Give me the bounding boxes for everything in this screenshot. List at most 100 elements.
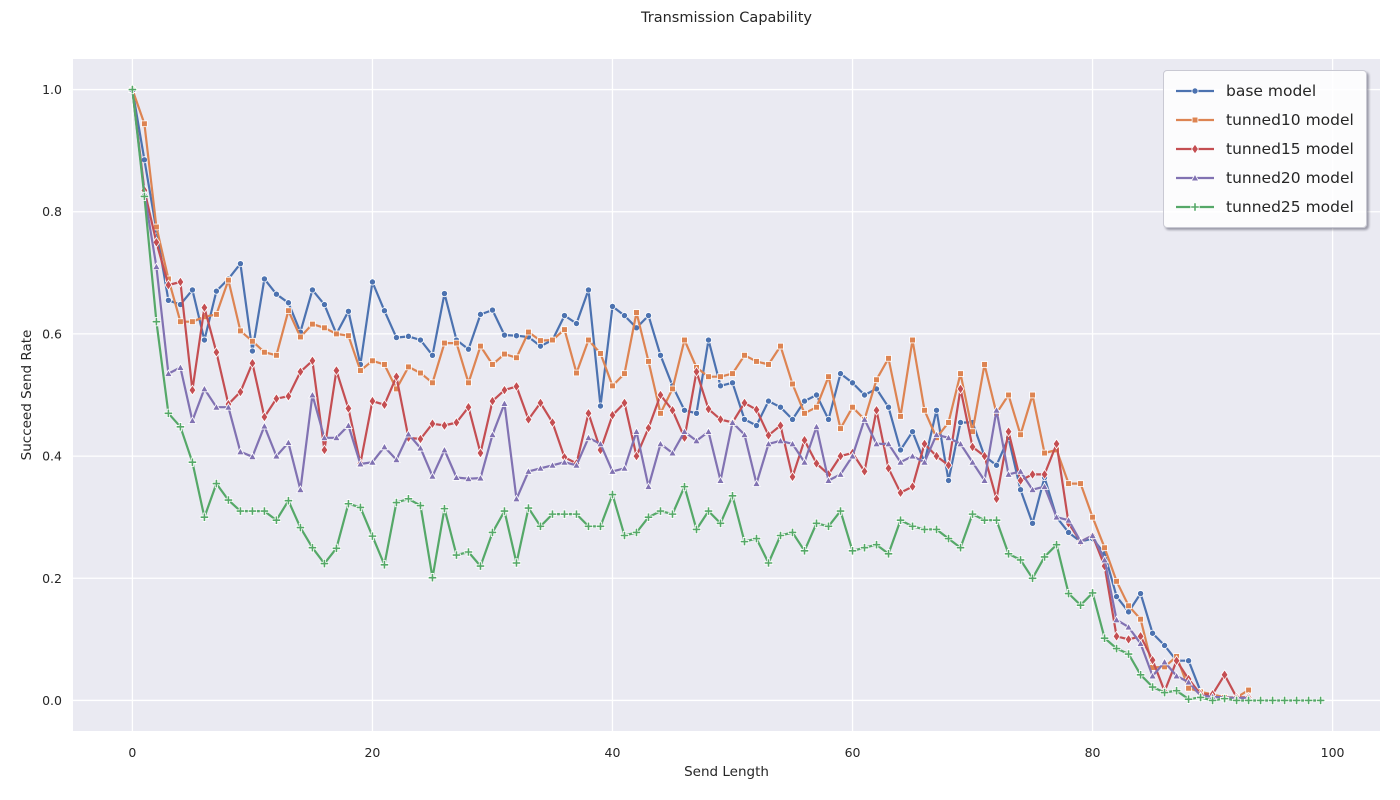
diamond-marker-icon — [716, 413, 725, 426]
diamond-marker-icon — [1124, 633, 1133, 645]
plus-marker-icon — [1099, 633, 1110, 643]
square-marker-icon — [345, 332, 352, 340]
triangle-marker-icon — [248, 452, 257, 461]
triangle-marker-icon — [908, 451, 917, 460]
circle-marker-icon — [897, 446, 905, 454]
diamond-marker-icon — [644, 422, 653, 434]
square-marker-icon — [525, 328, 532, 336]
diamond-marker-icon — [1040, 468, 1049, 481]
square-marker-icon — [717, 373, 724, 380]
plus-marker-icon — [991, 515, 1002, 525]
x-tick-label: 60 — [845, 745, 861, 760]
plus-marker-icon — [1315, 695, 1326, 706]
plus-marker-icon — [319, 559, 330, 569]
triangle-marker-icon — [1052, 512, 1061, 521]
x-tick-label: 0 — [128, 745, 136, 760]
circle-marker-icon — [404, 332, 412, 340]
triangle-marker-icon — [944, 433, 953, 442]
triangle-marker-icon — [596, 439, 605, 448]
triangle-marker-icon — [728, 417, 737, 426]
triangle-marker-icon — [788, 439, 797, 448]
circle-marker-icon — [957, 418, 965, 426]
diamond-marker-icon — [236, 386, 245, 398]
triangle-marker-icon — [1184, 677, 1193, 686]
plus-marker-icon — [199, 512, 210, 522]
diamond-marker-icon — [188, 384, 197, 396]
plus-marker-icon — [1147, 682, 1158, 692]
circle-marker-icon — [344, 307, 352, 315]
diamond-marker-icon — [1191, 143, 1199, 155]
circle-marker-icon — [212, 287, 220, 295]
square-marker-icon — [573, 369, 580, 377]
square-marker-icon — [249, 337, 256, 345]
square-marker-icon — [369, 357, 376, 365]
triangle-marker-icon — [1172, 671, 1181, 680]
circle-marker-icon — [584, 286, 592, 294]
plus-marker-icon — [1219, 694, 1230, 704]
diamond-marker-icon — [440, 419, 449, 432]
square-marker-icon — [477, 342, 484, 350]
plus-marker-icon — [1303, 695, 1314, 706]
triangle-marker-icon — [932, 430, 941, 439]
square-marker-icon — [405, 363, 412, 371]
x-tick-label: 20 — [364, 745, 380, 760]
square-marker-icon — [873, 376, 880, 384]
triangle-marker-icon — [1004, 469, 1013, 478]
x-axis-label: Send Length — [684, 764, 769, 780]
diamond-marker-icon — [872, 404, 881, 416]
square-marker-icon — [237, 327, 244, 335]
triangle-marker-icon — [920, 457, 929, 466]
triangle-marker-icon — [152, 262, 161, 271]
square-marker-icon — [921, 406, 928, 414]
square-marker-icon — [837, 425, 844, 432]
circle-marker-icon — [428, 351, 436, 359]
circle-marker-icon — [272, 290, 280, 298]
square-marker-icon — [777, 342, 784, 350]
circle-marker-icon — [933, 406, 941, 414]
circle-marker-icon — [765, 397, 773, 405]
triangle-marker-icon — [680, 427, 689, 435]
triangle-marker-icon — [176, 362, 185, 371]
plus-marker-icon — [1015, 555, 1026, 565]
x-tick-label: 80 — [1085, 745, 1101, 760]
circle-marker-icon — [608, 302, 616, 310]
square-marker-icon — [501, 350, 508, 358]
plus-marker-icon — [1243, 695, 1254, 706]
plus-marker-icon — [811, 518, 822, 528]
plus-marker-icon — [331, 543, 342, 553]
square-marker-icon — [1113, 578, 1120, 585]
plus-marker-icon — [295, 522, 306, 533]
triangle-marker-icon — [1112, 615, 1121, 624]
legend-label: tunned25 model — [1226, 198, 1354, 216]
plus-marker-icon — [703, 506, 714, 516]
circle-marker-icon — [837, 370, 845, 378]
square-marker-icon — [189, 318, 196, 325]
diamond-marker-icon — [1100, 560, 1109, 572]
plus-marker-icon — [1183, 694, 1194, 704]
circle-marker-icon — [140, 156, 148, 164]
triangle-marker-icon — [224, 402, 233, 411]
square-marker-icon — [357, 367, 364, 374]
circle-marker-icon — [849, 379, 857, 387]
plus-marker-icon — [1051, 540, 1062, 550]
circle-marker-icon — [1185, 657, 1193, 665]
plus-marker-icon — [355, 502, 366, 513]
chart-title: Transmission Capability — [641, 10, 812, 26]
triangle-marker-icon — [500, 399, 509, 407]
triangle-marker-icon — [368, 457, 377, 466]
circle-marker-icon — [416, 336, 424, 344]
square-marker-icon — [561, 326, 568, 333]
triangle-marker-icon — [692, 436, 701, 445]
diamond-marker-icon — [344, 402, 353, 415]
plus-marker-icon — [595, 521, 606, 531]
triangle-marker-icon — [296, 485, 305, 493]
plus-marker-icon — [1111, 643, 1122, 654]
plus-marker-icon — [571, 509, 582, 519]
square-marker-icon — [381, 361, 388, 368]
triangle-marker-icon — [836, 469, 845, 478]
legend-item-tunned25-model: tunned25 model — [1174, 194, 1354, 220]
circle-marker-icon — [308, 286, 316, 294]
square-marker-icon — [585, 336, 592, 344]
plus-marker-icon — [391, 497, 402, 508]
diamond-marker-icon — [1172, 655, 1181, 667]
